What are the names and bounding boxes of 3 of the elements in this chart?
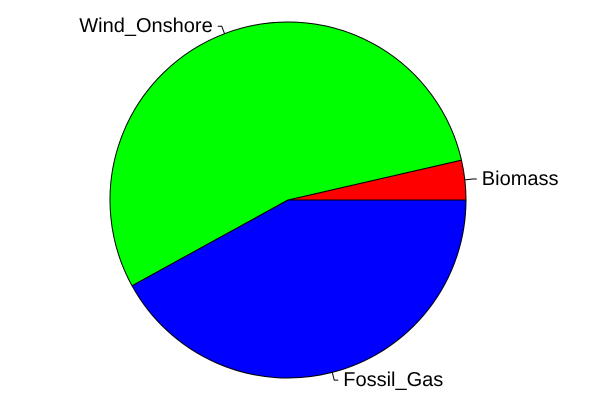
slice-label: Biomass: [482, 168, 559, 190]
slice-label: Wind_Onshore: [79, 15, 213, 38]
slice-label: Fossil_Gas: [343, 369, 444, 392]
